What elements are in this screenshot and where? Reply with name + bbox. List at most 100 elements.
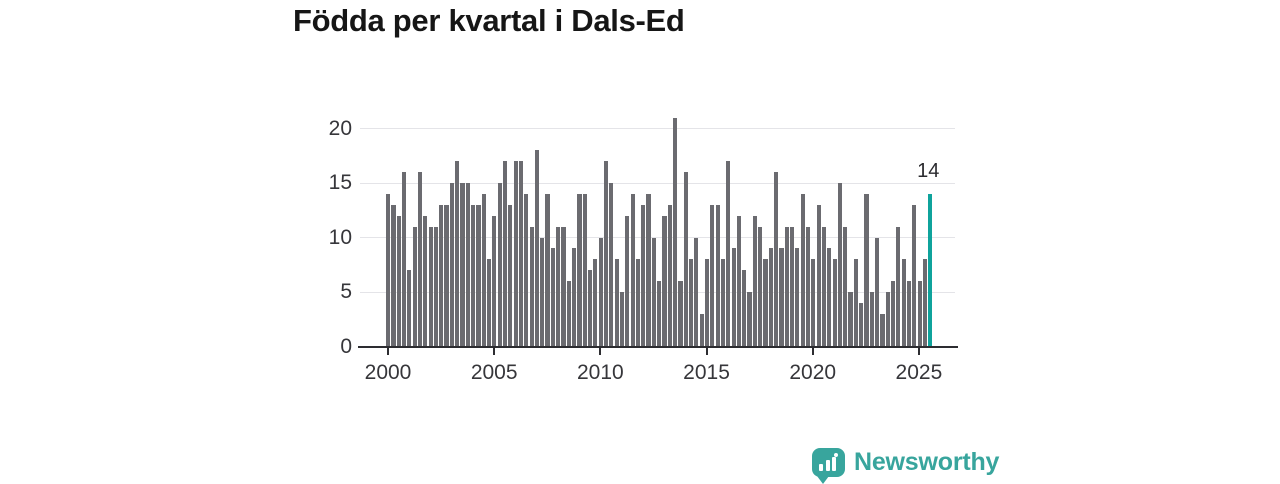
x-axis-tick-label: 2005 — [470, 360, 518, 384]
y-axis-tick-label: 5 — [340, 280, 352, 303]
bar — [704, 259, 710, 347]
bar — [917, 281, 922, 347]
y-axis-tick-label: 0 — [340, 334, 352, 358]
bar — [572, 248, 577, 347]
bar — [768, 248, 773, 347]
x-axis-tick-label: 2010 — [577, 360, 624, 384]
bar — [428, 226, 433, 347]
bar — [821, 226, 827, 347]
bar — [598, 237, 603, 347]
bar-value-annotation: 14 — [917, 159, 940, 182]
bar — [699, 313, 704, 347]
bar — [603, 161, 609, 347]
x-axis-tick-label: 2000 — [364, 360, 412, 384]
bar — [667, 204, 672, 347]
bar — [407, 270, 412, 347]
bar — [449, 183, 454, 347]
bar — [545, 193, 550, 347]
bar — [662, 215, 667, 347]
bar — [800, 193, 805, 347]
x-axis-tick — [811, 347, 814, 355]
bar — [513, 161, 518, 347]
bar — [720, 259, 726, 347]
highlighted-bar — [928, 193, 933, 347]
bar — [731, 248, 736, 347]
newsworthy-logo-icon — [812, 447, 845, 484]
bar — [912, 204, 917, 347]
bar — [635, 259, 641, 347]
bar — [566, 281, 571, 347]
bar — [789, 226, 795, 347]
bar — [784, 226, 789, 347]
bar — [906, 281, 912, 347]
chart-title: Födda per kvartal i Dals-Ed — [293, 3, 685, 38]
bar — [848, 292, 853, 347]
bar — [736, 215, 741, 347]
bar — [412, 226, 417, 347]
bar — [896, 226, 901, 347]
bar — [688, 259, 694, 347]
bar — [460, 183, 465, 347]
bar — [619, 292, 625, 347]
x-axis-tick — [705, 347, 708, 355]
bar — [630, 193, 635, 347]
x-axis-tick-label: 2015 — [683, 360, 730, 384]
bar — [423, 215, 428, 347]
x-axis-tick — [493, 347, 496, 355]
bar — [752, 215, 757, 347]
bar — [465, 183, 470, 347]
bar — [401, 172, 407, 347]
bar — [492, 215, 497, 347]
bar — [497, 183, 502, 347]
bar — [524, 193, 529, 347]
bar — [922, 259, 928, 347]
bar — [476, 204, 481, 347]
bar — [715, 204, 720, 347]
bar — [885, 292, 890, 347]
bar — [550, 248, 555, 347]
bar — [742, 270, 747, 347]
bar — [641, 204, 646, 347]
bar — [875, 237, 880, 347]
y-axis-tick-label: 20 — [328, 116, 352, 140]
bar — [853, 259, 858, 347]
bar — [486, 259, 492, 347]
bar — [880, 313, 885, 347]
bar — [386, 193, 391, 347]
bar — [832, 259, 837, 347]
bar — [444, 204, 449, 347]
bar — [657, 281, 662, 347]
bar — [625, 215, 630, 347]
bar — [837, 183, 842, 347]
y-axis-tick-label: 10 — [328, 225, 352, 249]
bar — [864, 193, 869, 347]
bar — [614, 259, 619, 347]
bar — [646, 193, 651, 347]
x-axis-tick-label: 2020 — [789, 360, 837, 384]
newsworthy-logo[interactable]: Newsworthy — [812, 444, 999, 484]
bar — [805, 226, 811, 347]
bar — [439, 204, 444, 347]
bar — [758, 226, 763, 347]
bar — [582, 193, 587, 347]
bar — [417, 172, 423, 347]
bar — [534, 150, 540, 347]
gridline-y-15 — [360, 182, 955, 184]
x-axis-tick-label: 2025 — [895, 360, 943, 384]
bar — [843, 226, 848, 347]
x-axis-tick — [599, 347, 602, 355]
bar — [890, 281, 896, 347]
bar — [540, 237, 545, 347]
bar — [577, 193, 582, 347]
gridline-y-10 — [360, 237, 955, 238]
bar — [455, 161, 460, 347]
bar — [763, 259, 768, 347]
bar — [651, 237, 656, 347]
y-axis-tick-label: 15 — [328, 171, 352, 194]
bar — [859, 302, 864, 347]
x-axis-tick — [917, 347, 920, 355]
bar — [726, 161, 731, 347]
bar — [518, 161, 524, 347]
bar — [529, 226, 534, 347]
x-axis-line — [358, 345, 958, 348]
